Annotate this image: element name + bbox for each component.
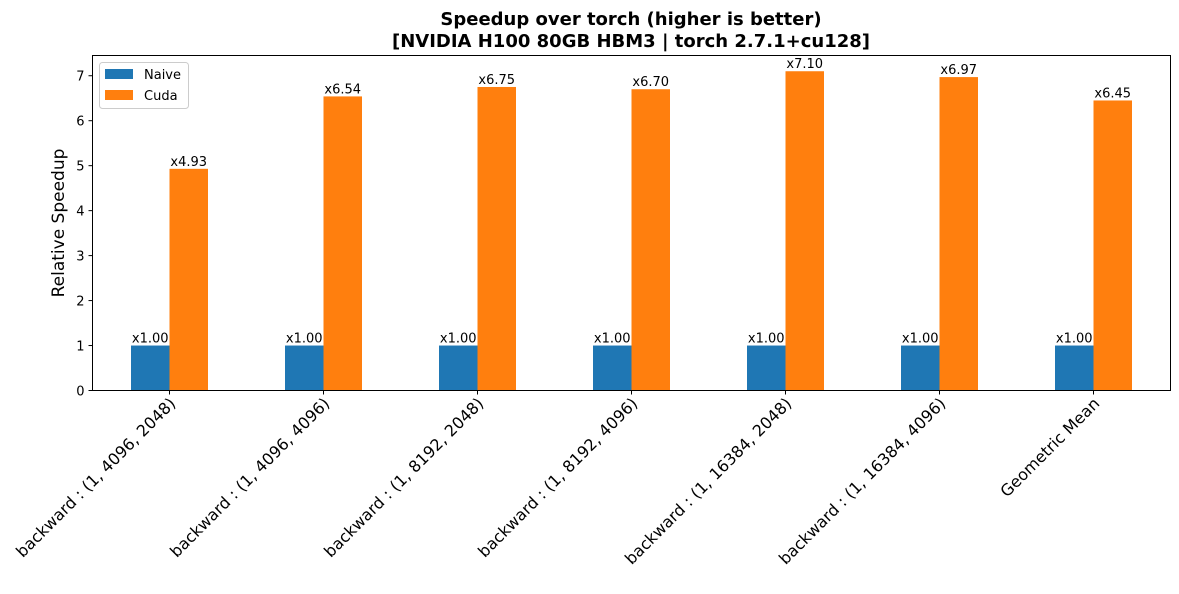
data-label: x1.00 [440, 332, 477, 347]
y-tick-label: 0 [76, 385, 84, 400]
data-label: x6.75 [478, 73, 515, 88]
bar-naive [593, 345, 632, 391]
legend: Naive Cuda [99, 62, 189, 109]
x-tick-label: backward : (1, 8192, 2048) [320, 394, 487, 561]
legend-swatch-naive [105, 69, 133, 79]
x-tick-label: Geometric Mean [996, 394, 1103, 501]
data-label: x6.54 [324, 82, 361, 97]
bar-cuda [785, 71, 824, 391]
x-tick-label: backward : (1, 4096, 4096) [166, 394, 333, 561]
bar-naive [439, 345, 478, 391]
chart-title: Speedup over torch (higher is better) [440, 9, 821, 30]
data-label: x7.10 [786, 57, 823, 72]
legend-label-cuda: Cuda [144, 89, 178, 104]
y-tick-label: 7 [76, 70, 84, 85]
x-tick-label: backward : (1, 16384, 2048) [621, 394, 795, 568]
y-axis-label: Relative Speedup [49, 149, 69, 298]
y-tick-label: 1 [76, 340, 84, 355]
y-tick-label: 6 [76, 115, 84, 130]
data-label: x1.00 [902, 332, 939, 347]
x-tick-label: backward : (1, 8192, 4096) [474, 394, 641, 561]
data-label: x1.00 [286, 332, 323, 347]
chart-subtitle: [NVIDIA H100 80GB HBM3 | torch 2.7.1+cu1… [392, 31, 870, 52]
data-label: x6.70 [632, 75, 669, 90]
y-tick-label: 2 [76, 295, 84, 310]
bar-cuda [477, 86, 516, 391]
y-tick-label: 4 [76, 205, 84, 220]
x-tick-label: backward : (1, 16384, 4096) [775, 394, 949, 568]
bar-cuda [323, 96, 362, 391]
bar-naive [285, 345, 324, 391]
bar-naive [747, 345, 786, 391]
bar-cuda [169, 168, 208, 391]
data-label: x1.00 [748, 332, 785, 347]
bar-cuda [631, 89, 670, 391]
bar-naive [901, 345, 940, 391]
bar-naive [131, 345, 170, 391]
bar-naive [1055, 345, 1094, 391]
bar-cuda [1093, 100, 1132, 391]
x-tick-label: backward : (1, 4096, 2048) [12, 394, 179, 561]
data-label: x1.00 [1056, 332, 1093, 347]
legend-swatch-cuda [105, 90, 133, 100]
data-label: x1.00 [594, 332, 631, 347]
data-label: x6.45 [1094, 86, 1131, 101]
y-tick-label: 5 [76, 160, 84, 175]
bar-cuda [939, 77, 978, 391]
data-label: x1.00 [132, 332, 169, 347]
legend-label-naive: Naive [144, 68, 181, 83]
y-tick-label: 3 [76, 250, 84, 265]
data-label: x4.93 [170, 155, 207, 170]
data-label: x6.97 [940, 63, 977, 78]
plot-frame [92, 55, 1171, 391]
